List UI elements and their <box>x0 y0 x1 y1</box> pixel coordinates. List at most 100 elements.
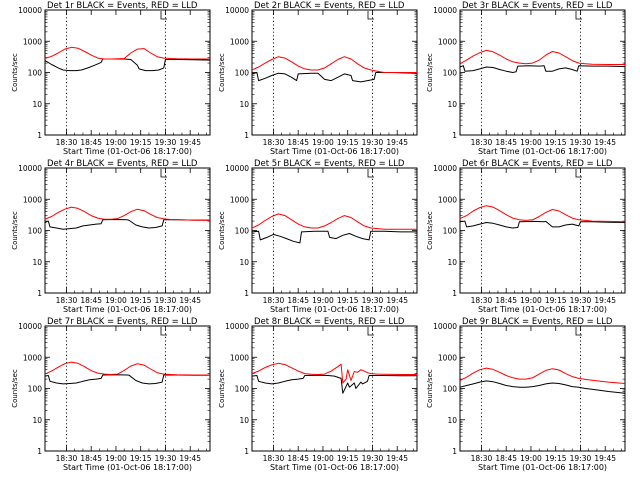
panel-3: Det 3r BLACK = Events, RED = LLD 1 10 100 10… <box>426 1 626 156</box>
x-tick-label: 18:30 <box>56 296 78 305</box>
panel-title: Det 6r BLACK = Events, RED = LLD <box>462 159 613 169</box>
x-tick-label: 18:30 <box>263 296 285 305</box>
x-tick-label: 19:15 <box>130 138 152 147</box>
x-tick-label: 19:45 <box>594 138 616 147</box>
y-tick-label: 100 <box>443 385 458 394</box>
x-tick-label: 19:00 <box>105 296 127 305</box>
x-tick-label: 19:30 <box>155 138 177 147</box>
x-tick-label: 18:30 <box>56 138 78 147</box>
y-tick-label: 1 <box>244 447 249 456</box>
x-axis-label: Start Time (01-Oct-06 18:17:00) <box>270 305 399 314</box>
panel-title: Det 5r BLACK = Events, RED = LLD <box>254 159 405 169</box>
x-tick-label: 19:15 <box>130 454 152 463</box>
x-tick-label: 19:45 <box>594 454 616 463</box>
x-tick-label: 19:00 <box>312 454 334 463</box>
y-axis-label: Counts/sec <box>11 53 19 92</box>
y-tick-label: 10000 <box>18 6 42 15</box>
y-axis-label: Counts/sec <box>218 369 226 408</box>
x-tick-label: 19:15 <box>337 138 359 147</box>
y-tick-label: 10 <box>32 258 42 267</box>
y-tick-label: 1000 <box>230 195 249 204</box>
y-axis-label: Counts/sec <box>218 53 226 92</box>
x-tick-label: 18:45 <box>495 296 517 305</box>
y-tick-label: 1000 <box>23 37 42 46</box>
panel-4: Det 4r BLACK = Events, RED = LLD 1 10 100 10… <box>11 159 211 314</box>
y-tick-label: 1000 <box>23 353 42 362</box>
x-axis-label: Start Time (01-Oct-06 18:17:00) <box>270 463 399 472</box>
y-axis-label: Counts/sec <box>11 211 19 250</box>
x-tick-label: 19:15 <box>337 296 359 305</box>
panel-title: Det 2r BLACK = Events, RED = LLD <box>254 1 405 11</box>
y-tick-label: 1000 <box>438 353 457 362</box>
panel-title: Det 1r BLACK = Events, RED = LLD <box>47 1 198 11</box>
panel-2: Det 2r BLACK = Events, RED = LLD 1 10 100 10… <box>218 1 418 156</box>
y-tick-label: 10 <box>32 416 42 425</box>
x-tick-label: 19:00 <box>520 138 542 147</box>
x-tick-label: 18:45 <box>495 138 517 147</box>
bracket-marker <box>160 327 167 336</box>
x-axis-label: Start Time (01-Oct-06 18:17:00) <box>63 147 192 156</box>
panel-6: Det 6r BLACK = Events, RED = LLD 1 10 100 10… <box>426 159 626 314</box>
panel-7: Det 7r BLACK = Events, RED = LLD 1 10 100 10… <box>11 317 211 472</box>
y-tick-label: 100 <box>235 69 250 78</box>
plot-frame <box>459 167 626 294</box>
events-series-line <box>44 219 210 230</box>
events-series-line <box>251 72 418 83</box>
x-tick-label: 19:15 <box>545 454 567 463</box>
plot-frame <box>44 325 211 452</box>
y-tick-label: 100 <box>443 69 458 78</box>
y-tick-label: 1000 <box>438 195 457 204</box>
plot-frame <box>459 9 626 136</box>
x-axis-label: Start Time (01-Oct-06 18:17:00) <box>478 463 607 472</box>
y-tick-label: 10000 <box>225 6 249 15</box>
y-tick-label: 1 <box>244 289 249 298</box>
plot-frame <box>44 9 211 136</box>
bracket-marker <box>575 11 582 20</box>
x-tick-label: 19:45 <box>179 138 201 147</box>
plot-frame <box>251 325 418 452</box>
y-tick-label: 10000 <box>225 322 249 331</box>
x-tick-label: 19:45 <box>179 296 201 305</box>
y-tick-label: 10000 <box>433 322 457 331</box>
panel-8: Det 8r BLACK = Events, RED = LLD 1 10 100 10… <box>218 317 418 472</box>
x-tick-label: 19:45 <box>386 296 408 305</box>
lld-series-line <box>251 56 417 73</box>
y-tick-label: 1000 <box>230 37 249 46</box>
x-tick-label: 19:00 <box>105 138 127 147</box>
events-series-line <box>459 220 626 229</box>
y-tick-label: 10000 <box>18 164 42 173</box>
x-tick-label: 19:00 <box>520 296 542 305</box>
panel-title: Det 9r BLACK = Events, RED = LLD <box>462 317 613 327</box>
y-tick-label: 1 <box>452 289 457 298</box>
panel-5: Det 5r BLACK = Events, RED = LLD 1 10 100 10… <box>218 159 418 314</box>
x-tick-label: 19:30 <box>155 454 177 463</box>
y-tick-label: 1000 <box>438 37 457 46</box>
bracket-marker <box>160 11 167 20</box>
y-tick-label: 1 <box>452 447 457 456</box>
y-tick-label: 100 <box>235 385 250 394</box>
y-axis-label: Counts/sec <box>11 369 19 408</box>
y-tick-label: 10 <box>447 416 457 425</box>
bracket-marker <box>367 11 374 20</box>
lld-series-line <box>459 367 626 384</box>
plot-frame <box>44 167 211 294</box>
x-tick-label: 19:30 <box>155 296 177 305</box>
x-tick-label: 18:30 <box>471 138 493 147</box>
x-tick-label: 19:15 <box>545 138 567 147</box>
lld-series-line <box>251 362 417 384</box>
y-tick-label: 1 <box>37 131 42 140</box>
x-tick-label: 19:30 <box>362 138 384 147</box>
events-series-line <box>251 374 417 394</box>
x-tick-label: 19:15 <box>130 296 152 305</box>
x-tick-label: 18:45 <box>80 296 102 305</box>
x-tick-label: 19:15 <box>545 296 567 305</box>
x-tick-label: 18:30 <box>263 454 285 463</box>
y-axis-label: Counts/sec <box>426 211 434 250</box>
x-tick-label: 18:45 <box>495 454 517 463</box>
y-tick-label: 1 <box>244 131 249 140</box>
x-tick-label: 19:00 <box>312 138 334 147</box>
x-axis-label: Start Time (01-Oct-06 18:17:00) <box>63 463 192 472</box>
x-tick-label: 18:45 <box>80 454 102 463</box>
y-tick-label: 10 <box>239 258 249 267</box>
x-tick-label: 18:45 <box>287 454 309 463</box>
